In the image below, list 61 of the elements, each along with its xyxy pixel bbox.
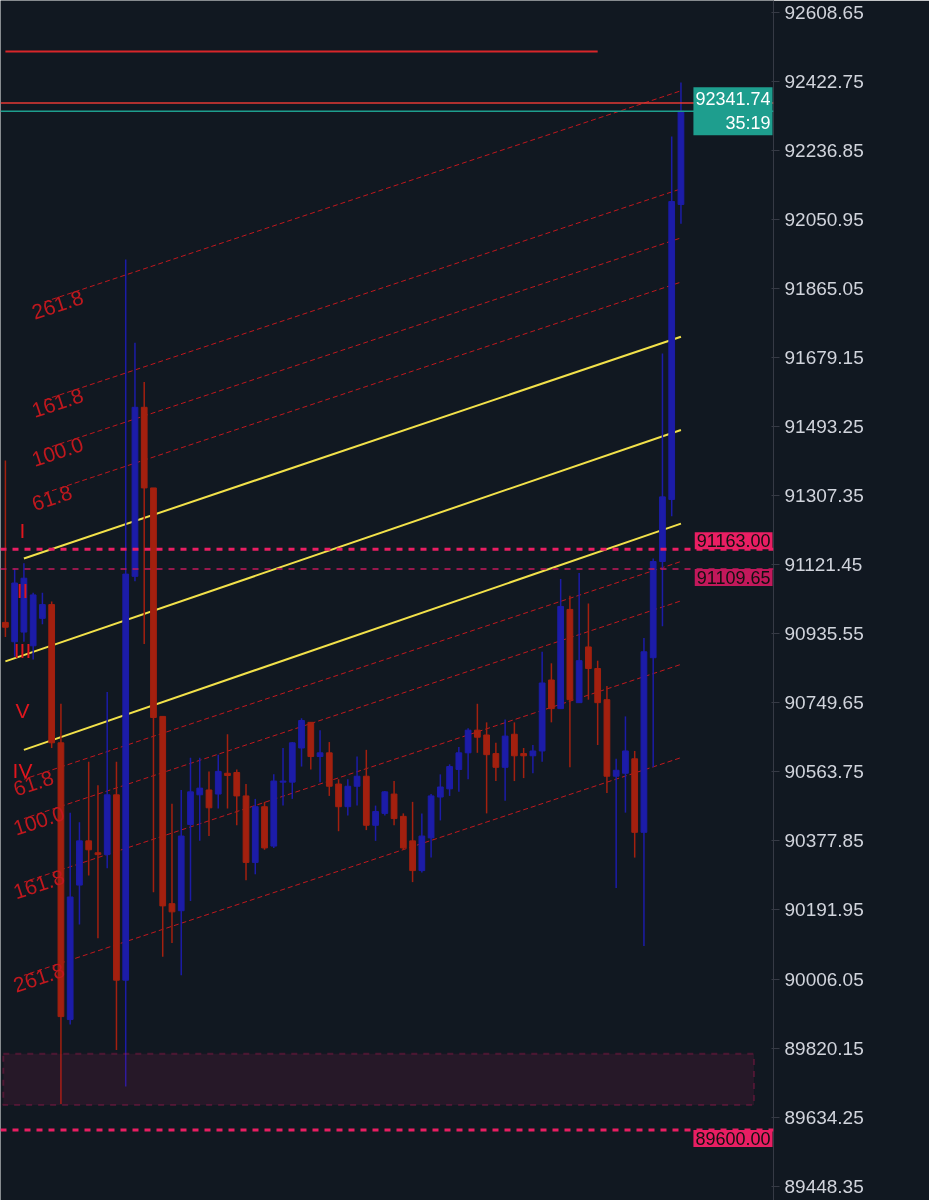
candlestick <box>353 755 361 807</box>
y-tick-label: 91121.45 <box>784 554 863 576</box>
candlestick <box>529 744 537 775</box>
text: 161.8 <box>28 383 86 422</box>
candlestick <box>39 591 46 626</box>
candlestick <box>94 784 102 939</box>
y-tick-label: 90191.95 <box>784 899 864 921</box>
candlestick <box>612 758 620 889</box>
candlestick <box>474 703 481 754</box>
y-tick-label: 91307.35 <box>784 485 864 507</box>
y-tick-label: 90563.75 <box>784 761 864 783</box>
text: 100.0 <box>10 801 68 840</box>
candlestick <box>492 742 500 782</box>
y-tick-label: 91493.25 <box>784 416 864 438</box>
ref-line-label: 91163.00 <box>696 531 771 552</box>
candlestick <box>446 763 453 797</box>
text: 261.8 <box>10 958 68 997</box>
ref-line-label: 92341.74 35:19 <box>695 89 771 134</box>
candlestick <box>464 727 472 780</box>
candlestick <box>279 747 287 807</box>
y-tick-label: 90749.65 <box>784 692 864 714</box>
candlestick <box>168 802 176 944</box>
annotation: I <box>19 519 26 542</box>
candlestick <box>205 770 213 837</box>
annotation: V <box>15 699 30 722</box>
ref-line-label: 89600.00 <box>695 1128 771 1149</box>
y-tick-label: 89634.25 <box>784 1106 864 1128</box>
candlestick <box>511 721 518 782</box>
candlestick <box>381 790 389 817</box>
candlestick <box>2 459 9 638</box>
candlestick <box>85 760 93 877</box>
y-tick-label: 90935.55 <box>784 623 864 645</box>
y-tick-label: 92050.95 <box>784 208 864 230</box>
candlestick <box>622 715 629 814</box>
y-tick-label: 92608.65 <box>784 1 864 23</box>
text: 261.8 <box>28 285 86 324</box>
text: 161.8 <box>10 864 68 904</box>
y-tick-label: 92422.75 <box>784 70 864 92</box>
y-tick-label: 91865.05 <box>784 277 864 299</box>
candlestick <box>483 721 490 815</box>
candlestick <box>316 729 324 783</box>
ref-line-label: 91109.65 <box>696 568 771 589</box>
y-tick-label: 89820.15 <box>784 1037 864 1059</box>
text: 100.0 <box>28 432 86 471</box>
candlestick <box>372 804 379 842</box>
candlestick <box>344 778 352 817</box>
y-tick-label: 91679.15 <box>784 346 864 368</box>
candlestick <box>455 746 463 793</box>
candlestick <box>214 753 222 810</box>
candlestick <box>436 773 444 822</box>
text: 61.8 <box>28 480 75 515</box>
candlestick <box>224 733 231 810</box>
candlestick <box>233 768 241 827</box>
candlestick <box>520 747 528 779</box>
y-tick-label: 89448.35 <box>784 1175 864 1197</box>
candlestick <box>335 778 342 832</box>
candlestick <box>196 756 204 842</box>
y-tick-label: 90377.85 <box>784 830 864 852</box>
y-tick-label: 90006.05 <box>784 968 864 990</box>
candlestick <box>585 602 592 701</box>
y-tick-label: 92236.85 <box>784 139 864 161</box>
